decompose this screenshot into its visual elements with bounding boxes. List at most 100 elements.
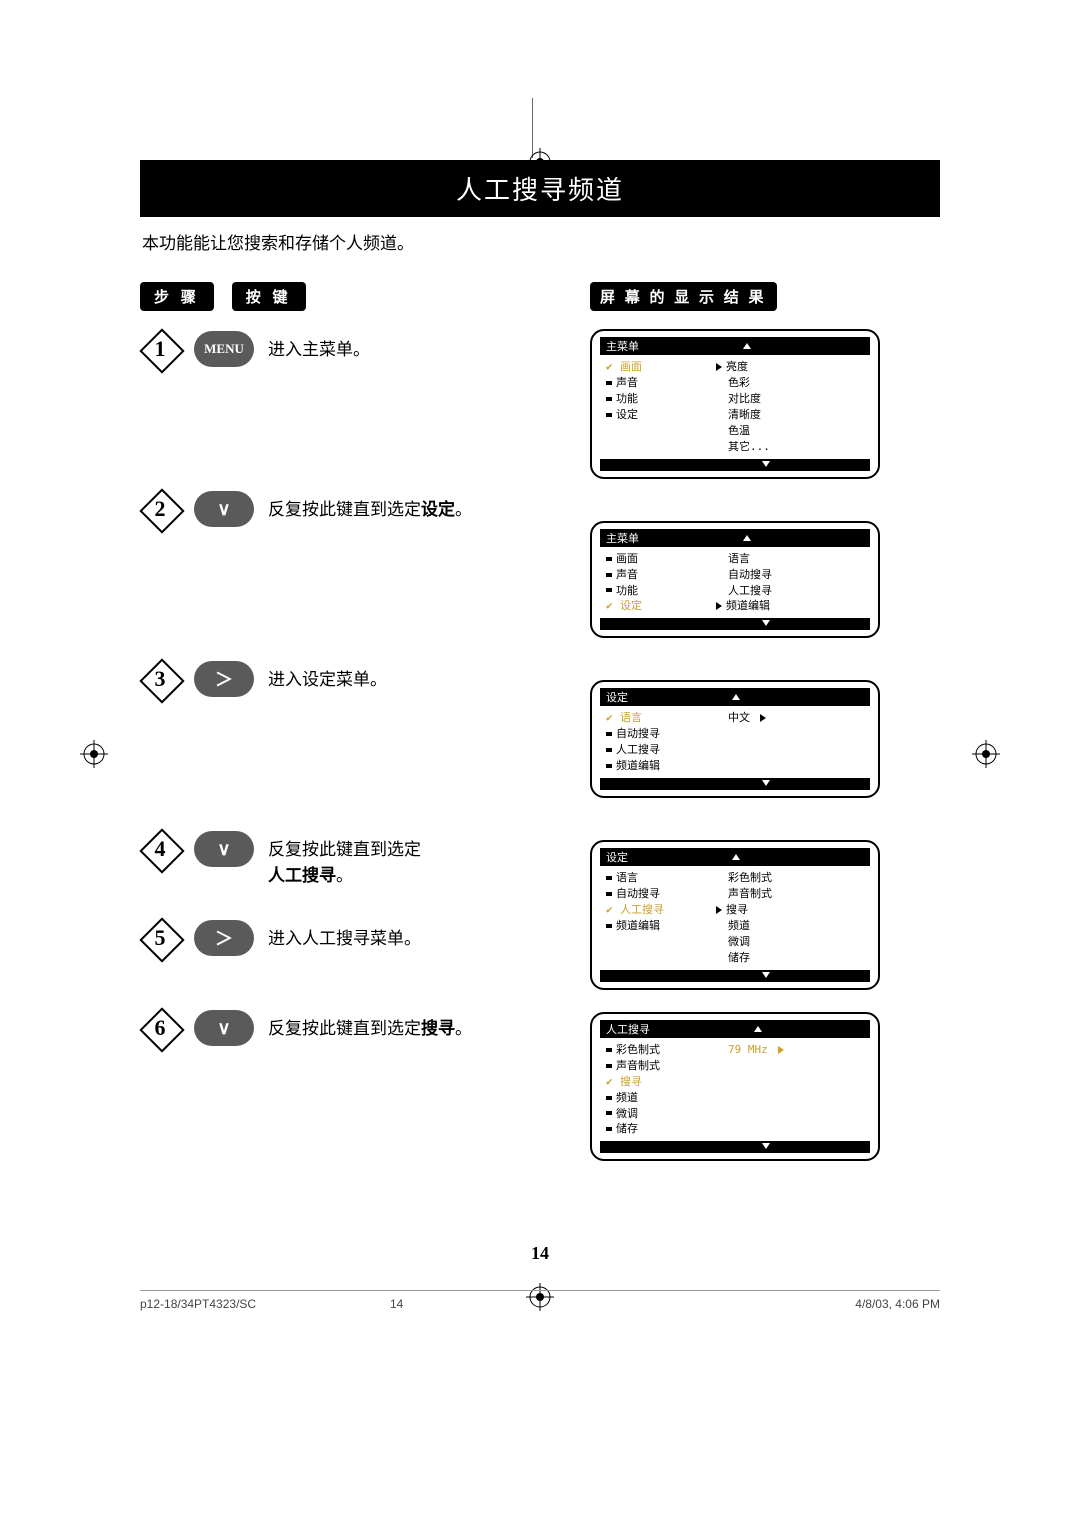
osd-title-bar: 人工搜寻: [600, 1020, 870, 1038]
bullet-icon: [606, 588, 612, 592]
check-icon: ✔: [606, 598, 616, 614]
step-number-diamond: 5: [140, 918, 180, 958]
osd-screen-3: 设定✔语言自动搜寻人工搜寻频道编辑中文: [590, 680, 880, 798]
header-button: 按 键: [232, 282, 306, 311]
step-number-diamond: 3: [140, 659, 180, 699]
osd-menu-item: 频道编辑: [606, 918, 716, 934]
osd-submenu-item: 频道编辑: [716, 598, 864, 614]
up-arrow-icon: [732, 854, 740, 860]
footer-page: 14: [390, 1297, 550, 1311]
step-row: 3 ＞ 进入设定菜单。: [140, 659, 550, 699]
osd-submenu-item: 频道: [716, 918, 864, 934]
down-arrow-icon: [762, 972, 770, 978]
osd-footer-bar: [600, 459, 870, 471]
osd-menu-item: 语言: [606, 870, 716, 886]
bullet-icon: [606, 892, 612, 896]
osd-menu-item: 声音制式: [606, 1058, 716, 1074]
up-arrow-icon: [743, 535, 751, 541]
osd-body: ✔画面声音功能设定亮度色彩对比度清晰度色温其它...: [600, 355, 870, 459]
registration-mark-right: [972, 740, 1000, 768]
osd-submenu-item: 微调: [716, 934, 864, 950]
step-number-diamond: 1: [140, 329, 180, 369]
step-description: 进入人工搜寻菜单。: [268, 918, 421, 952]
osd-submenu-item: 清晰度: [716, 407, 864, 423]
osd-footer-bar: [600, 778, 870, 790]
down-button[interactable]: ∨: [194, 1010, 254, 1046]
bullet-icon: [606, 573, 612, 577]
osd-menu-item: 频道: [606, 1090, 716, 1106]
right-button[interactable]: ＞: [194, 661, 254, 697]
osd-submenu-item: 自动搜寻: [716, 567, 864, 583]
up-arrow-icon: [743, 343, 751, 349]
steps-column: 步 骤 按 键 1 MENU 进入主菜单。 2 ∨ 反复按此键直到选定设定。 3…: [140, 282, 550, 1203]
results-column: 屏 幕 的 显 示 结 果 主菜单✔画面声音功能设定亮度色彩对比度清晰度色温其它…: [590, 282, 940, 1203]
step-row: 2 ∨ 反复按此键直到选定设定。: [140, 489, 550, 529]
osd-menu-item: 频道编辑: [606, 758, 716, 774]
step-number-diamond: 2: [140, 489, 180, 529]
right-button[interactable]: ＞: [194, 920, 254, 956]
osd-submenu-item: 人工搜寻: [716, 583, 864, 599]
bullet-icon: [606, 557, 612, 561]
check-icon: ✔: [606, 710, 616, 726]
osd-submenu-item: 其它...: [716, 439, 864, 455]
down-button[interactable]: ∨: [194, 831, 254, 867]
osd-submenu-item: 语言: [716, 551, 864, 567]
bullet-icon: [606, 732, 612, 736]
bullet-icon: [606, 1096, 612, 1100]
down-arrow-icon: [762, 461, 770, 467]
osd-submenu-item: 色温: [716, 423, 864, 439]
down-button[interactable]: ∨: [194, 491, 254, 527]
osd-menu-item: ✔设定: [606, 598, 716, 614]
step-row: 5 ＞ 进入人工搜寻菜单。: [140, 918, 550, 958]
bullet-icon: [606, 876, 612, 880]
osd-title-text: 主菜单: [606, 338, 639, 354]
step-row: 4 ∨ 反复按此键直到选定人工搜寻。: [140, 829, 550, 888]
osd-menu-item: ✔搜寻: [606, 1074, 716, 1090]
footer-timestamp: 4/8/03, 4:06 PM: [855, 1297, 940, 1311]
osd-menu-item: 设定: [606, 407, 716, 423]
osd-submenu-item: 对比度: [716, 391, 864, 407]
osd-menu-item: ✔人工搜寻: [606, 902, 716, 918]
step-number-diamond: 6: [140, 1008, 180, 1048]
up-arrow-icon: [732, 694, 740, 700]
down-arrow-icon: [762, 780, 770, 786]
osd-footer-bar: [600, 970, 870, 982]
osd-menu-item: ✔画面: [606, 359, 716, 375]
osd-title-text: 主菜单: [606, 530, 639, 546]
osd-title-bar: 主菜单: [600, 529, 870, 547]
osd-menu-item: 自动搜寻: [606, 726, 716, 742]
up-arrow-icon: [754, 1026, 762, 1032]
page-content: 人工搜寻频道 本功能能让您搜索和存储个人频道。 步 骤 按 键 1 MENU 进…: [140, 160, 940, 1264]
osd-screen-5: 人工搜寻彩色制式声音制式✔搜寻频道微调储存79 MHz: [590, 1012, 880, 1162]
header-result: 屏 幕 的 显 示 结 果: [590, 282, 777, 311]
osd-submenu-item: 彩色制式: [716, 870, 864, 886]
osd-menu-item: 功能: [606, 583, 716, 599]
step-row: 1 MENU 进入主菜单。: [140, 329, 550, 369]
right-arrow-icon: [760, 714, 766, 722]
step-row: 6 ∨ 反复按此键直到选定搜寻。: [140, 1008, 550, 1048]
osd-menu-item: 声音: [606, 567, 716, 583]
osd-menu-item: ✔语言: [606, 710, 716, 726]
osd-screen-1: 主菜单✔画面声音功能设定亮度色彩对比度清晰度色温其它...: [590, 329, 880, 479]
down-arrow-icon: [762, 620, 770, 626]
osd-menu-item: 画面: [606, 551, 716, 567]
osd-title-bar: 设定: [600, 688, 870, 706]
check-icon: ✔: [606, 359, 616, 375]
menu-button[interactable]: MENU: [194, 331, 254, 367]
print-footer: p12-18/34PT4323/SC 14 4/8/03, 4:06 PM: [140, 1290, 940, 1311]
check-icon: ✔: [606, 1074, 616, 1090]
page-title: 人工搜寻频道: [140, 160, 940, 217]
registration-mark-left: [80, 740, 108, 768]
osd-menu-item: 微调: [606, 1106, 716, 1122]
down-arrow-icon: [762, 1143, 770, 1149]
osd-submenu-item: 储存: [716, 950, 864, 966]
osd-menu-item: 声音: [606, 375, 716, 391]
osd-title-text: 人工搜寻: [606, 1021, 650, 1037]
osd-screen-2: 主菜单画面声音功能✔设定 语言自动搜寻人工搜寻频道编辑: [590, 521, 880, 639]
osd-menu-item: 人工搜寻: [606, 742, 716, 758]
bullet-icon: [606, 1127, 612, 1131]
osd-footer-bar: [600, 618, 870, 630]
osd-body: ✔语言自动搜寻人工搜寻频道编辑中文: [600, 706, 870, 778]
step-number-diamond: 4: [140, 829, 180, 869]
osd-footer-bar: [600, 1141, 870, 1153]
